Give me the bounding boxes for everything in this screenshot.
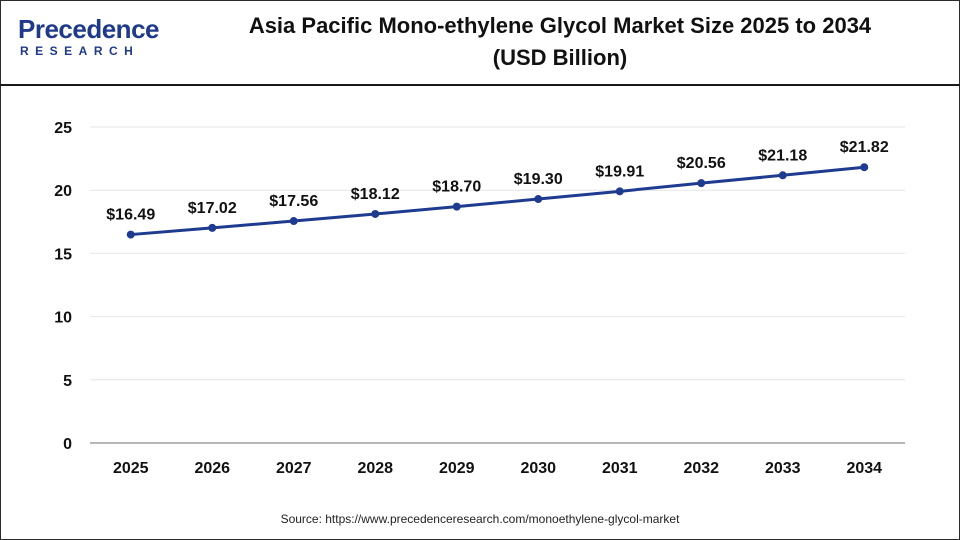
data-point (860, 163, 869, 172)
x-tick-label: 2030 (520, 460, 556, 477)
data-label: $17.56 (269, 193, 318, 210)
data-label: $18.12 (351, 186, 400, 203)
y-tick-label: 5 (63, 373, 72, 390)
data-label: $17.02 (188, 200, 237, 217)
x-tick-label: 2033 (765, 460, 801, 477)
x-tick-label: 2027 (276, 460, 312, 477)
data-label: $19.91 (595, 163, 644, 180)
data-point (615, 187, 624, 196)
chart-title-line-2: (USD Billion) (492, 45, 628, 70)
source-note: Source: https://www.precedenceresearch.c… (280, 512, 680, 526)
data-point (778, 171, 787, 180)
data-label: $19.30 (514, 171, 563, 188)
x-tick-label: 2026 (194, 460, 230, 477)
x-tick-label: 2029 (439, 460, 475, 477)
y-tick-label: 25 (54, 120, 72, 137)
data-label: $21.82 (840, 139, 889, 156)
y-tick-label: 20 (54, 183, 72, 200)
x-tick-label: 2034 (846, 460, 882, 477)
header: Precedence RESEARCH Asia Pacific Mono-et… (0, 0, 960, 86)
data-point (534, 195, 543, 204)
x-tick-label: 2032 (683, 460, 719, 477)
chart-title-line-1: Asia Pacific Mono-ethylene Glycol Market… (248, 13, 872, 38)
data-point (697, 179, 706, 188)
x-tick-label: 2031 (602, 460, 638, 477)
data-label: $16.49 (106, 207, 155, 224)
data-label: $18.70 (432, 179, 481, 196)
y-tick-label: 15 (54, 246, 72, 263)
x-tick-label: 2025 (113, 460, 149, 477)
logo-wordmark: Precedence (18, 14, 159, 44)
x-tick-label: 2028 (357, 460, 393, 477)
data-point (371, 209, 380, 218)
data-point (452, 202, 461, 211)
data-point (126, 230, 135, 239)
data-point (289, 217, 298, 226)
series-line (130, 165, 865, 237)
brand-logo: Precedence RESEARCH (18, 14, 168, 64)
chart-title: Asia Pacific Mono-ethylene Glycol Market… (190, 10, 930, 74)
data-point (208, 223, 217, 232)
data-label: $21.18 (758, 147, 807, 164)
logo-subtitle: RESEARCH (20, 44, 140, 58)
data-label: $20.56 (677, 155, 726, 172)
y-tick-label: 10 (54, 310, 72, 327)
y-tick-label: 0 (63, 436, 72, 453)
